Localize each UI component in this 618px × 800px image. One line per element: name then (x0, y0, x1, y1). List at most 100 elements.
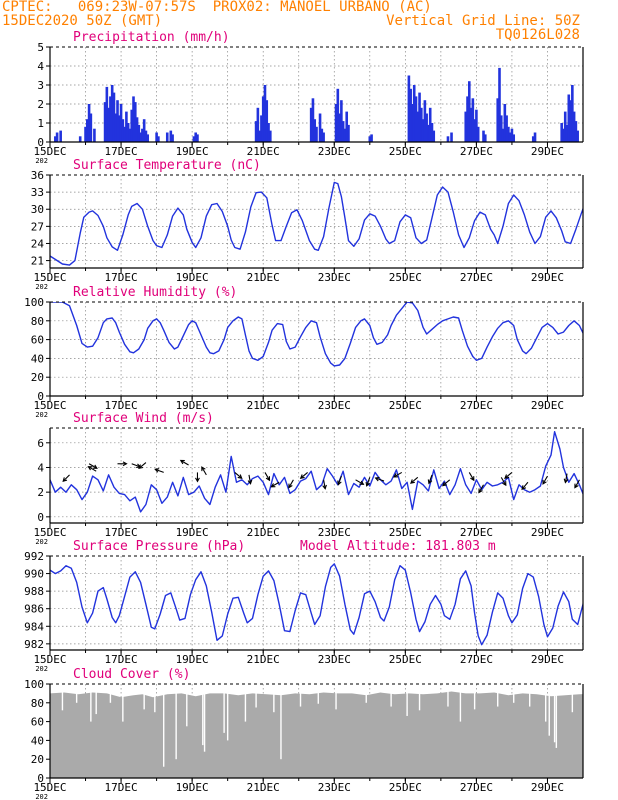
precip-bar (430, 123, 434, 142)
precip-bar (116, 100, 119, 142)
precip-bar (126, 123, 130, 142)
wind-arrow-head (122, 461, 128, 467)
precip-bar (507, 126, 510, 142)
pres-extra-label: Model Altitude: 181.803 m (300, 539, 496, 554)
wind-arrow-head (201, 466, 206, 472)
precip-bar (343, 128, 347, 142)
precip-bar (334, 104, 338, 142)
wind-arrow-head (138, 464, 144, 470)
wind-arrow-shaft (442, 479, 451, 487)
precip-bar (508, 132, 512, 142)
wind-arrow-head (521, 485, 527, 491)
x-tick-label: 21DEC (247, 781, 280, 794)
precip-bar (322, 132, 325, 142)
x-tick-label: 21DEC (247, 271, 280, 284)
precip-bar (265, 100, 269, 142)
cloud-gap (244, 684, 247, 722)
wind-arrow-shaft (180, 460, 189, 466)
precip-bar (533, 132, 537, 142)
x-tick-label: 25DEC (389, 526, 422, 539)
wind-arrow-shaft (62, 474, 70, 482)
y-tick-label: 3 (37, 79, 44, 92)
precip-bar (89, 113, 93, 142)
cloud-gap (571, 684, 574, 713)
x-tick-label: 29DEC (531, 399, 564, 412)
precip-bar (114, 113, 118, 142)
wind-arrow-head (470, 476, 475, 482)
precip-bar (318, 113, 322, 142)
precip-bar (117, 115, 121, 142)
x-tick-label: 27DEC (460, 653, 493, 666)
precip-bar (421, 119, 425, 142)
wind-arrow-shaft (138, 462, 147, 469)
plot-area-cloud (50, 684, 594, 778)
y-tick-label: 24 (31, 237, 45, 250)
x-tick-label: 23DEC (318, 145, 351, 158)
precip-bar (142, 119, 146, 142)
wind-arrow-head (563, 478, 569, 484)
precip-bar (128, 128, 132, 142)
cloud-gap (365, 684, 367, 703)
precip-bar (425, 113, 428, 142)
x-tick-label: 17DEC (105, 399, 138, 412)
cloud-gap (390, 684, 392, 707)
plot-area-precip (54, 67, 579, 142)
wind-arrow-shaft (564, 473, 568, 483)
precip-bar (192, 136, 196, 142)
wind-arrow-shaft (323, 479, 326, 489)
x-tick-label: 17DEC (105, 781, 138, 794)
panel-temp: 21 24 27 30 33 36 Surface Temperature (nC) 15DE… (31, 158, 584, 291)
x-tick-label: 19DEC (176, 526, 209, 539)
precip-bar (107, 107, 110, 142)
cloud-gap (513, 684, 515, 703)
wind-arrow-head (359, 480, 365, 485)
x-tick-label: 27DEC (460, 526, 493, 539)
x-tick-label: 27DEC (460, 145, 493, 158)
y-tick-label: 100 (24, 296, 44, 309)
temp-series-line (50, 181, 583, 266)
plot-area-temp (50, 181, 583, 266)
cloud-gap (459, 684, 462, 722)
precip-bar (139, 132, 142, 142)
wind-arrow-head (365, 481, 371, 487)
wind-arrow-head (265, 476, 271, 482)
precip-bar (471, 98, 475, 142)
y-tick-label: 6 (37, 437, 44, 450)
y-tick-label: 27 (31, 220, 44, 233)
cloud-gap (75, 684, 78, 703)
x-tick-label: 25DEC (389, 145, 422, 158)
precip-bar (338, 113, 341, 142)
cloud-title: Cloud Cover (%) (73, 667, 190, 682)
wind-arrow-shaft (393, 471, 403, 478)
cloud-gap (109, 684, 112, 703)
precip-bar (368, 136, 372, 142)
wind-arrow-head (392, 473, 399, 478)
cloud-gap (593, 684, 594, 716)
precip-bar (496, 98, 500, 142)
precip-bar (464, 111, 468, 142)
precip-bar (505, 115, 508, 142)
precip-bar (411, 104, 414, 142)
x-tick-label: 29DEC (531, 781, 564, 794)
wind-arrow-head (270, 483, 276, 488)
cloud-gap (273, 684, 275, 713)
x-tick-label: 19DEC (176, 271, 209, 284)
precip-bar (412, 85, 416, 142)
x-tick-label: 23DEC (318, 526, 351, 539)
wind-arrow-shaft (88, 463, 98, 469)
precip-bar (130, 109, 134, 142)
precip-bar (171, 134, 174, 142)
precip-bar (256, 107, 260, 142)
wind-arrow-head (607, 481, 610, 485)
precip-bar (110, 85, 114, 142)
precip-bar (157, 136, 160, 142)
wind-arrow-head (374, 476, 380, 482)
panel-precip: 0 1 2 3 4 5 Precipitation (mm/h) 15DEC 17DEC 19DE… (33, 30, 584, 165)
wind-arrow-shaft (337, 475, 342, 485)
wind-arrow-shaft (300, 471, 308, 479)
x-tick-label: 23DEC (318, 781, 351, 794)
x-tick-label: 19DEC (176, 781, 209, 794)
cloud-gap (280, 684, 282, 760)
